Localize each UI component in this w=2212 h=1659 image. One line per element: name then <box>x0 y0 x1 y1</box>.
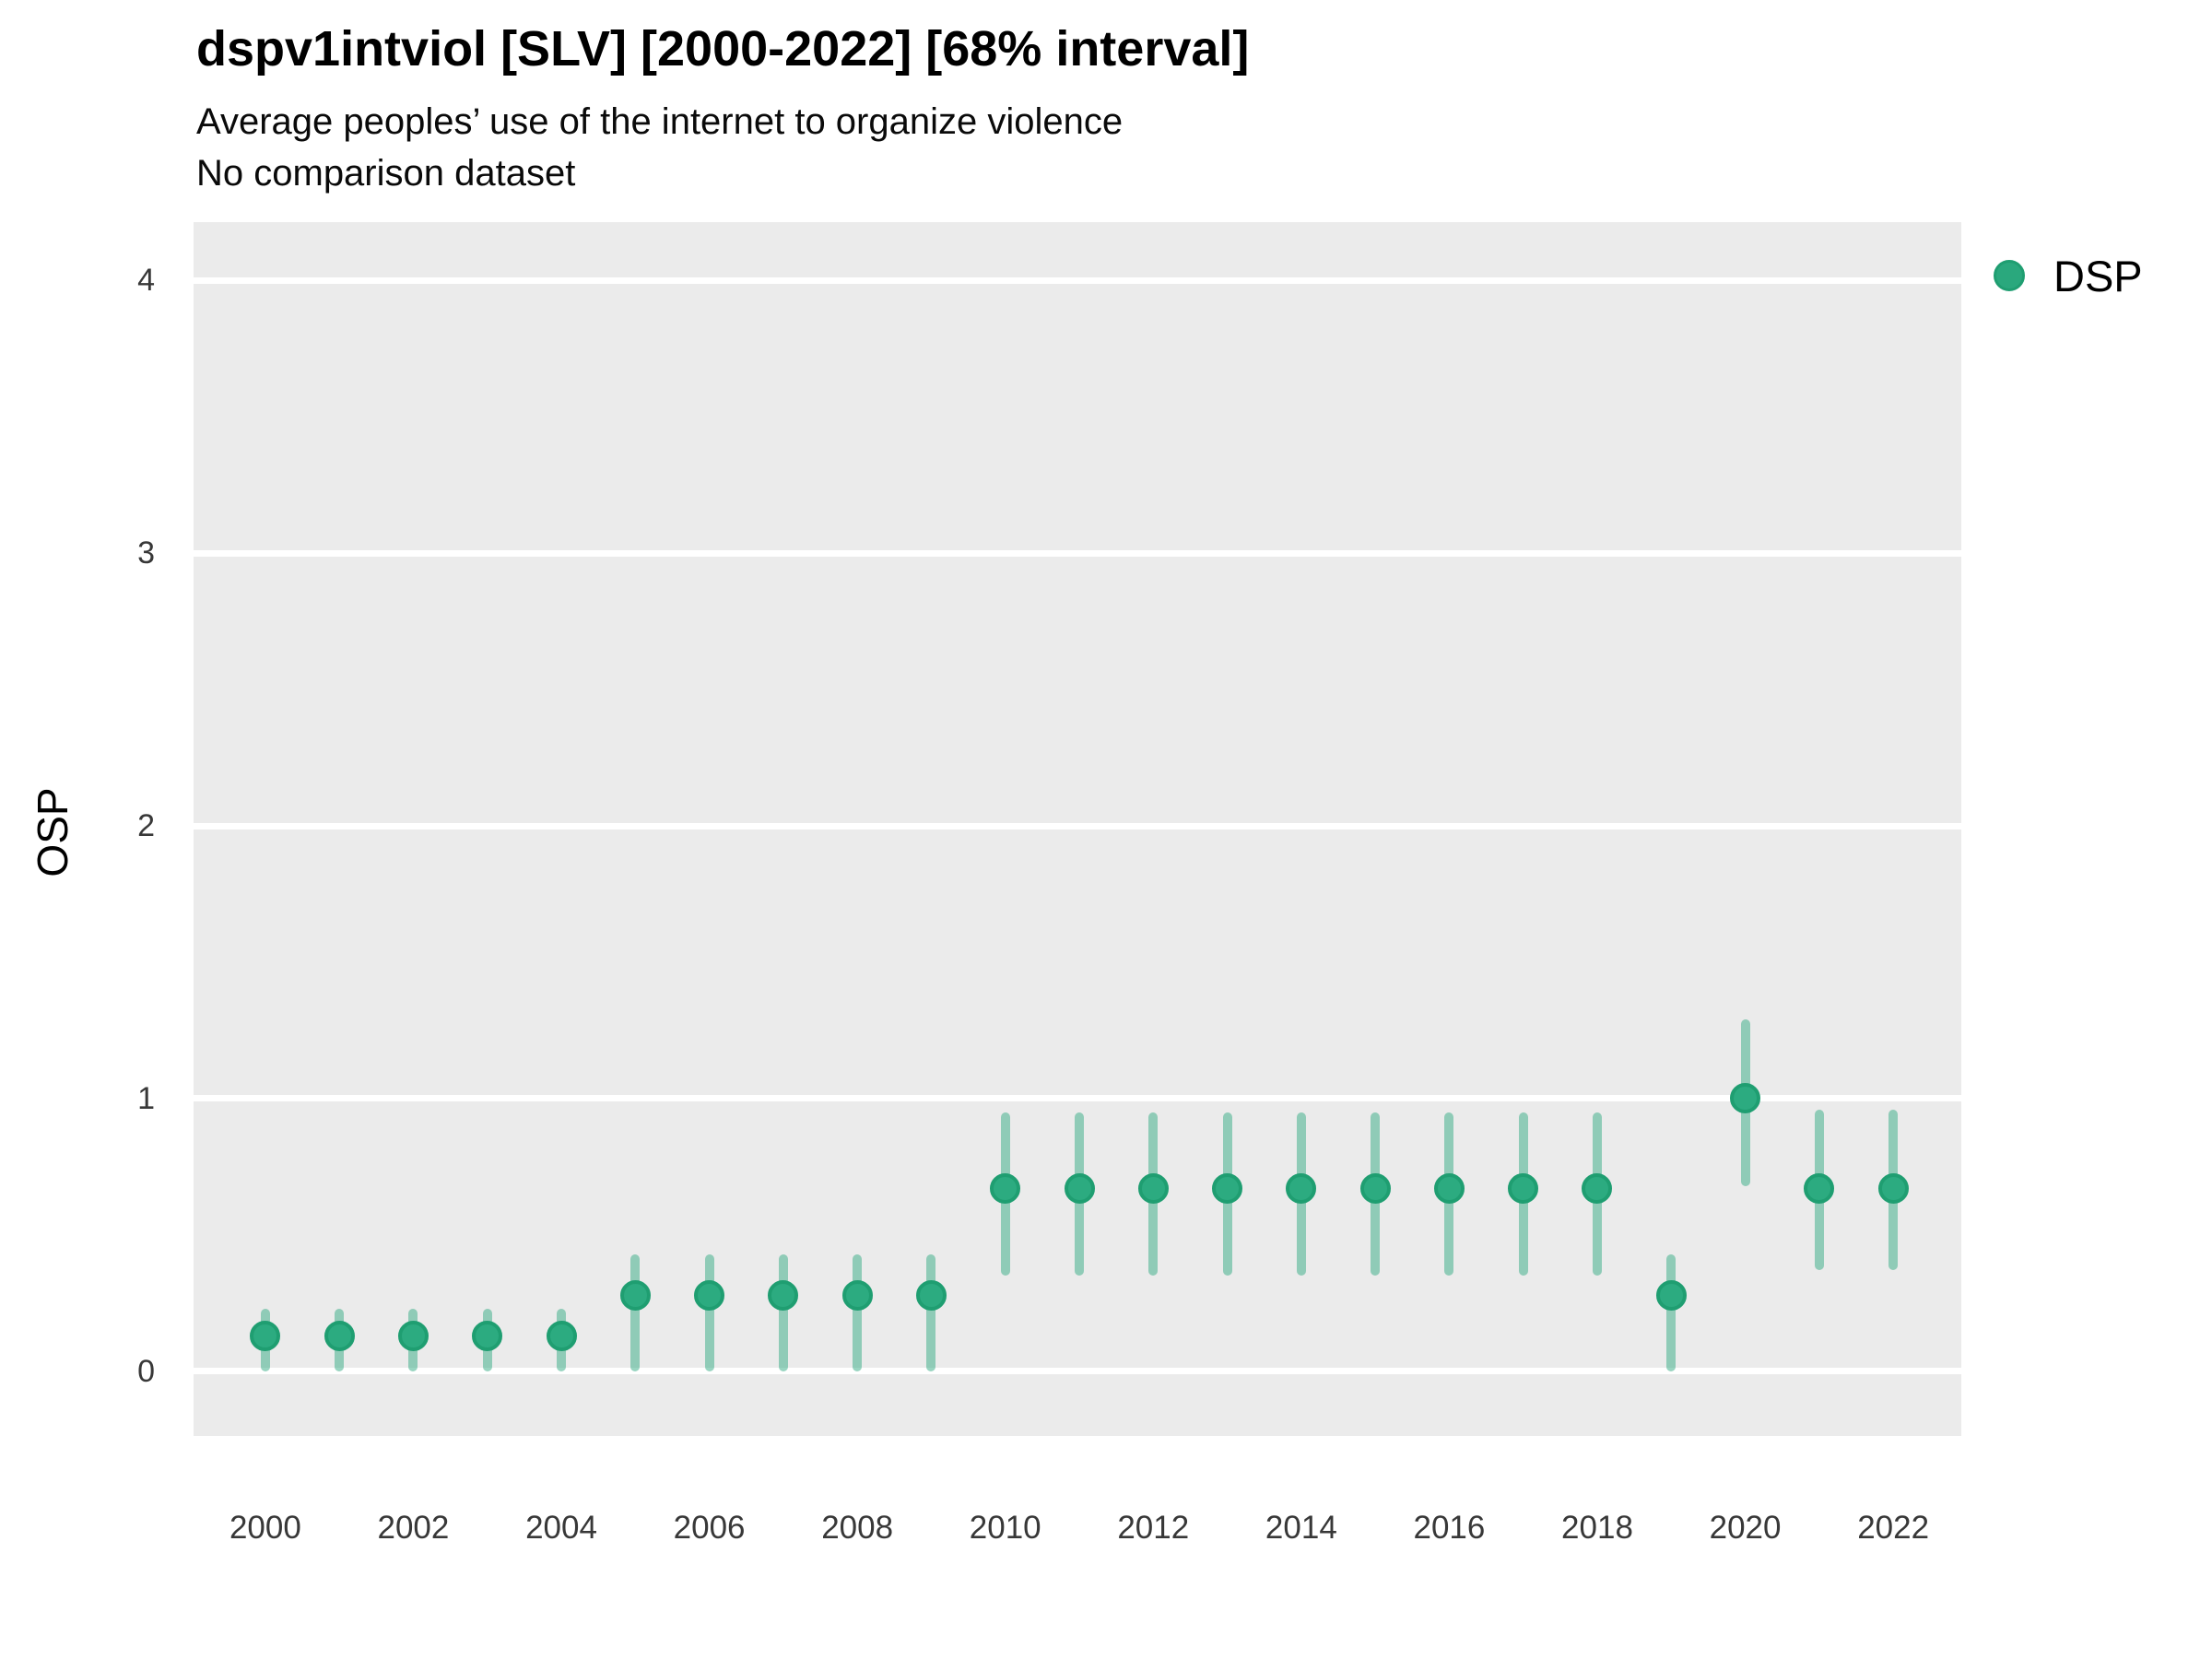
point-marker-2014 <box>1286 1173 1317 1205</box>
gridline-y-2 <box>194 822 1961 830</box>
gridline-y-3 <box>194 549 1961 557</box>
point-marker-2020 <box>1730 1083 1761 1114</box>
x-tick-label-2010: 2010 <box>969 1510 1041 1546</box>
x-tick-label-2020: 2020 <box>1709 1510 1782 1546</box>
point-marker-2016 <box>1433 1173 1465 1205</box>
point-marker-2010 <box>990 1173 1021 1205</box>
point-marker-2015 <box>1359 1173 1391 1205</box>
x-tick-label-2018: 2018 <box>1561 1510 1633 1546</box>
plot-panel <box>194 222 1961 1436</box>
legend-point-icon <box>1994 260 2025 291</box>
point-marker-2007 <box>768 1279 799 1311</box>
interval-line-2019 <box>1666 1253 1677 1371</box>
interval-line-2009 <box>926 1253 936 1371</box>
gridline-y-4 <box>194 276 1961 284</box>
y-tick-label-1: 1 <box>137 1080 155 1116</box>
point-marker-2006 <box>694 1279 725 1311</box>
y-tick-label-4: 4 <box>137 263 155 299</box>
point-marker-2008 <box>841 1279 873 1311</box>
chart-subtitle: Average peoples’ use of the internet to … <box>196 101 1124 142</box>
x-tick-label-2022: 2022 <box>1857 1510 1930 1546</box>
point-marker-2017 <box>1508 1173 1539 1205</box>
x-tick-label-2016: 2016 <box>1413 1510 1486 1546</box>
chart-note: No comparison dataset <box>196 153 576 194</box>
x-tick-label-2004: 2004 <box>525 1510 597 1546</box>
x-tick-label-2012: 2012 <box>1117 1510 1190 1546</box>
point-marker-2021 <box>1804 1173 1835 1205</box>
interval-line-2006 <box>704 1253 714 1371</box>
y-tick-label-0: 0 <box>137 1353 155 1389</box>
point-marker-2019 <box>1655 1279 1687 1311</box>
legend-label: DSP <box>2053 251 2143 300</box>
point-marker-2022 <box>1877 1173 1909 1205</box>
interval-line-2007 <box>778 1253 788 1371</box>
point-marker-2012 <box>1137 1173 1169 1205</box>
point-marker-2002 <box>397 1320 429 1351</box>
point-marker-2005 <box>619 1279 651 1311</box>
gridline-y-1 <box>194 1095 1961 1102</box>
point-marker-2000 <box>250 1320 281 1351</box>
x-tick-label-2014: 2014 <box>1265 1510 1337 1546</box>
x-tick-label-2008: 2008 <box>821 1510 894 1546</box>
x-tick-label-2006: 2006 <box>673 1510 746 1546</box>
point-marker-2003 <box>472 1320 503 1351</box>
interval-line-2005 <box>630 1253 641 1371</box>
legend: DSP <box>1987 249 2143 302</box>
x-tick-label-2000: 2000 <box>229 1510 301 1546</box>
point-marker-2013 <box>1212 1173 1243 1205</box>
x-tick-label-2002: 2002 <box>377 1510 450 1546</box>
point-marker-2011 <box>1064 1173 1095 1205</box>
point-marker-2009 <box>915 1279 947 1311</box>
y-tick-label-2: 2 <box>137 808 155 844</box>
chart-title: dspv1intviol [SLV] [2000-2022] [68% inte… <box>196 21 1250 76</box>
y-tick-label-3: 3 <box>137 535 155 571</box>
gridline-y-0 <box>194 1368 1961 1375</box>
point-marker-2004 <box>546 1320 577 1351</box>
point-marker-2001 <box>324 1320 355 1351</box>
interval-line-2008 <box>853 1253 863 1371</box>
point-marker-2018 <box>1582 1173 1613 1205</box>
